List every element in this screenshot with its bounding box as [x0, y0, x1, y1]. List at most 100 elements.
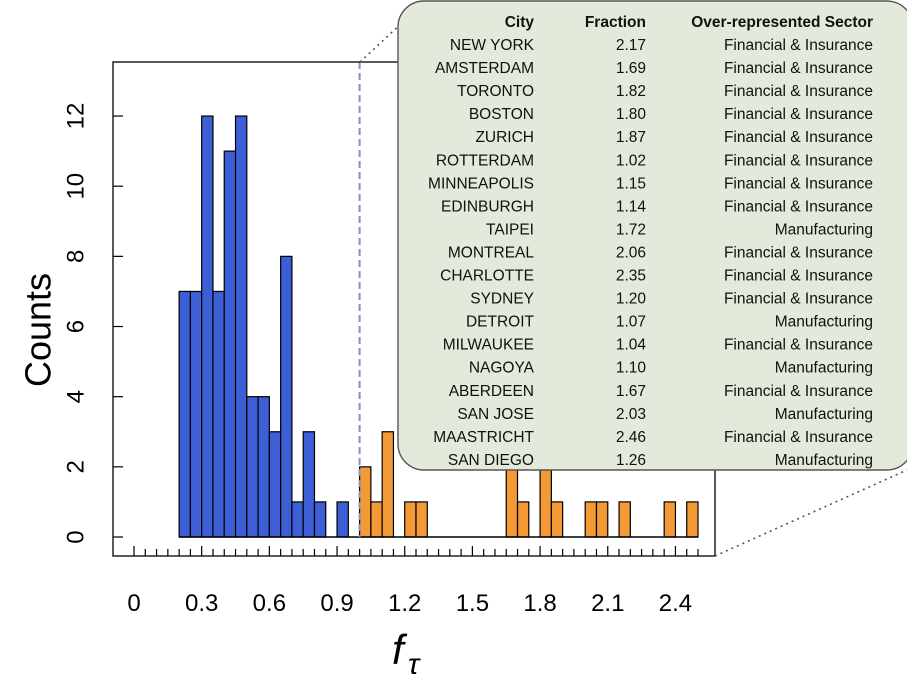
bar-below-8 [268, 431, 282, 538]
table-cell: 1.15 [616, 175, 646, 192]
table-cell: Manufacturing [775, 314, 873, 331]
table-cell: ZURICH [475, 129, 534, 146]
callout-group: City Fraction Over-represented Sector NEW Y… [359, 0, 907, 557]
table-cell: Financial & Insurance [724, 175, 873, 192]
x-axis: 0 0.3 0.6 0.9 1.2 1.5 1.8 2.1 2.4 [127, 546, 699, 617]
bar-below-3 [212, 290, 225, 538]
table-cell: TORONTO [457, 83, 534, 100]
table-cell: Financial & Insurance [724, 106, 873, 123]
table-cell: 2.03 [616, 406, 646, 423]
x-tick-label: 0.6 [253, 590, 286, 617]
table-cell: SAN JOSE [457, 406, 534, 423]
table-cell: 2.35 [616, 268, 646, 285]
table-cell: Financial & Insurance [724, 268, 873, 285]
table-cell: 1.82 [616, 83, 646, 100]
table-cell: MONTREAL [448, 244, 535, 261]
x-tick-label: 0.3 [185, 590, 218, 617]
table-cell: 1.72 [616, 221, 646, 238]
table-header: Fraction [585, 14, 646, 31]
table-cell: 1.07 [616, 314, 646, 331]
table-cell: 1.20 [616, 291, 647, 308]
bar-above-8 [550, 501, 564, 538]
y-axis: 0 2 4 6 8 10 12 [63, 103, 123, 544]
table-cell: MAASTRICHT [433, 429, 534, 446]
y-axis-title: Counts [18, 273, 59, 387]
table-cell: EDINBURGH [441, 198, 534, 215]
bar-below-7 [257, 396, 270, 538]
table-cell: DETROIT [466, 314, 535, 331]
x-tick-label: 1.2 [388, 590, 421, 617]
x-axis-title-base: f [392, 626, 408, 673]
table-cell: 2.46 [616, 429, 646, 446]
table-cell: Financial & Insurance [724, 383, 873, 400]
table-header: City [505, 14, 535, 31]
bar-below-0 [178, 290, 191, 538]
callout-box [397, 0, 907, 471]
bar-below-2 [201, 115, 214, 538]
bar-below-13 [336, 501, 349, 538]
bar-above-11 [618, 501, 631, 538]
table-cell: 1.10 [616, 360, 647, 377]
table-cell: Manufacturing [775, 221, 873, 238]
table-cell: Financial & Insurance [724, 83, 873, 100]
y-tick-label: 6 [63, 320, 90, 333]
bar-above-5 [505, 466, 519, 538]
table-cell: CHARLOTTE [440, 268, 534, 285]
x-tick-label: 0 [127, 590, 140, 617]
table-cell: 1.69 [616, 60, 646, 77]
table-cell: Manufacturing [775, 360, 873, 377]
y-tick-label: 2 [63, 460, 90, 473]
table-cell: NAGOYA [469, 360, 535, 377]
bar-above-12 [663, 501, 677, 538]
bar-below-12 [313, 501, 327, 538]
table-cell: SAN DIEGO [448, 452, 534, 469]
x-tick-label: 1.8 [523, 590, 556, 617]
bar-above-0 [359, 466, 372, 538]
table-cell: TAIPEI [486, 221, 534, 238]
bar-below-9 [280, 255, 293, 538]
table-cell: 1.14 [616, 198, 647, 215]
table-header: Over-represented Sector [691, 14, 873, 31]
table-cell: BOSTON [469, 106, 534, 123]
table-cell: Manufacturing [775, 452, 873, 469]
y-tick-label: 12 [63, 103, 90, 130]
table-cell: Financial & Insurance [724, 198, 873, 215]
table-cell: Financial & Insurance [724, 60, 873, 77]
bar-above-4 [415, 501, 428, 538]
bars-group [178, 115, 699, 538]
table-cell: 1.04 [616, 337, 647, 354]
table-cell: Financial & Insurance [724, 291, 873, 308]
table-cell: ROTTERDAM [436, 152, 534, 169]
table-cell: 1.26 [616, 452, 646, 469]
table-cell: 1.02 [616, 152, 646, 169]
bar-below-4 [223, 150, 237, 538]
table-cell: Financial & Insurance [724, 152, 873, 169]
table-cell: AMSTERDAM [435, 60, 534, 77]
table-cell: MILWAUKEE [443, 337, 534, 354]
x-tick-label: 0.9 [320, 590, 353, 617]
x-tick-label: 2.4 [659, 590, 692, 617]
callout-connector-bottom [714, 469, 907, 557]
bar-below-6 [246, 396, 259, 538]
bar-above-6 [516, 501, 530, 538]
table-cell: 1.87 [616, 129, 646, 146]
table-cell: 1.80 [616, 106, 647, 123]
table-cell: 1.67 [616, 383, 646, 400]
y-tick-label: 10 [63, 173, 90, 200]
bar-below-10 [291, 501, 304, 538]
bar-above-13 [686, 501, 699, 538]
table-cell: SYDNEY [470, 291, 534, 308]
bar-below-5 [234, 115, 248, 538]
table-cell: Financial & Insurance [724, 337, 873, 354]
x-axis-title-subscript: τ [408, 648, 421, 674]
bar-above-10 [595, 501, 609, 538]
table-cell: Financial & Insurance [724, 429, 873, 446]
y-tick-label: 4 [63, 390, 90, 403]
table-cell: ABERDEEN [449, 383, 534, 400]
y-tick-label: 0 [63, 530, 90, 543]
table-cell: Financial & Insurance [724, 244, 873, 261]
table-cell: Manufacturing [775, 406, 873, 423]
bar-above-7 [539, 466, 552, 538]
